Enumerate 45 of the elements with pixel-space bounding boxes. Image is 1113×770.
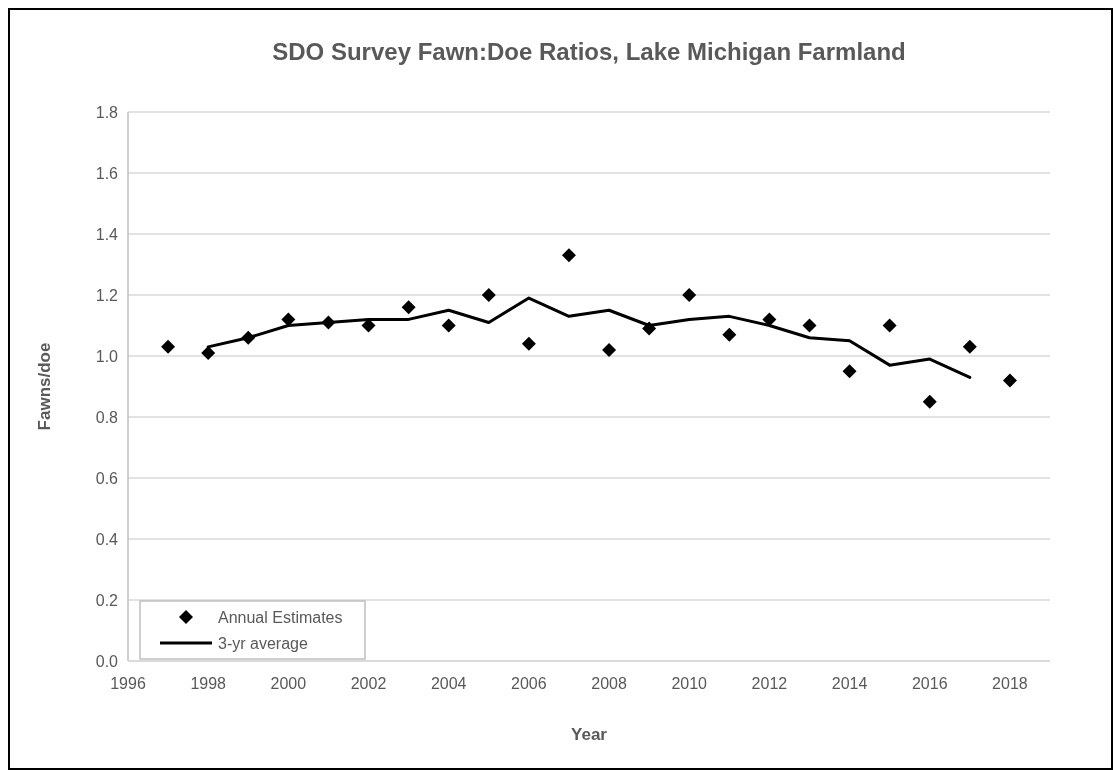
y-axis-title: Fawns/doe [35,342,54,431]
y-tick-label: 1.2 [95,286,119,304]
y-tick-label: 1.8 [95,103,119,121]
y-tick-label: 1.6 [95,164,119,182]
point [722,327,737,342]
point [281,312,296,327]
y-tick-label: 1.4 [95,225,119,243]
y-tick-label: 0.4 [95,530,119,548]
point [762,312,777,327]
point [682,288,697,302]
x-tick-label: 2010 [671,675,708,692]
point [201,345,216,360]
y-tick-label: 1.0 [95,347,119,365]
point [561,248,576,263]
y-tick-label: 0.0 [95,652,119,670]
x-tick-label: 2018 [992,675,1028,692]
point [481,288,496,302]
point [1002,373,1017,388]
point [882,318,897,333]
x-tick-label: 1998 [190,675,227,692]
x-tick-label: 2008 [591,675,627,692]
x-tick-label: 2002 [350,675,387,692]
x-axis-title: Year [571,725,608,744]
x-tick-label: 2004 [430,675,467,692]
legend-label: Annual Estimates [218,608,343,626]
point [441,318,456,333]
x-tick-label: 2016 [911,675,948,692]
x-tick-label: 2014 [831,675,868,692]
x-tick-label: 1996 [110,675,146,692]
chart-title: SDO Survey Fawn:Doe Ratios, Lake Michigan Farmland [272,38,906,65]
point [962,339,977,354]
legend-label: 3-yr average [218,634,308,652]
y-tick-label: 0.6 [95,469,119,487]
y-tick-label: 0.8 [95,408,119,426]
point [161,339,176,354]
point [842,364,857,379]
point [602,342,617,357]
x-tick-label: 2012 [751,675,788,692]
point [802,318,817,333]
point [922,394,937,409]
point [521,336,536,351]
y-tick-label: 0.2 [95,591,119,609]
x-tick-label: 2000 [270,675,307,692]
point [401,300,416,315]
x-tick-label: 2006 [511,675,547,692]
